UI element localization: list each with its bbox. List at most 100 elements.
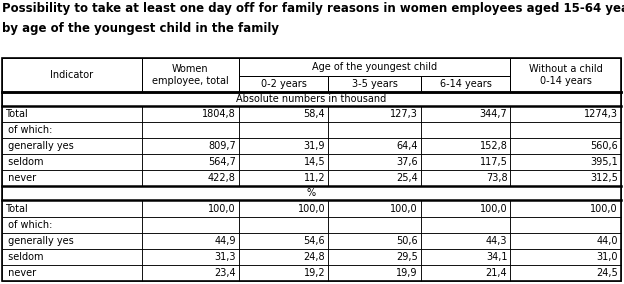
Bar	[328, 138, 421, 154]
Text: 312,5: 312,5	[590, 174, 618, 183]
Bar	[328, 249, 421, 265]
Bar	[421, 76, 510, 92]
Bar	[510, 170, 621, 187]
Text: 1274,3: 1274,3	[584, 109, 618, 119]
Bar	[510, 233, 621, 249]
Text: 395,1: 395,1	[590, 157, 618, 167]
Bar	[2, 201, 142, 217]
Text: 100,0: 100,0	[298, 204, 325, 214]
Text: 64,4: 64,4	[396, 141, 417, 151]
Bar	[238, 76, 328, 92]
Text: 100,0: 100,0	[208, 204, 236, 214]
Text: 21,4: 21,4	[485, 268, 507, 278]
Bar	[510, 249, 621, 265]
Bar	[238, 265, 328, 281]
Bar	[142, 265, 238, 281]
Text: 58,4: 58,4	[304, 109, 325, 119]
Text: 14,5: 14,5	[304, 157, 325, 167]
Text: 100,0: 100,0	[390, 204, 417, 214]
Bar	[238, 122, 328, 138]
Bar	[2, 233, 142, 249]
Bar	[238, 217, 328, 233]
Bar	[510, 122, 621, 138]
Text: seldom: seldom	[5, 157, 44, 167]
Text: seldom: seldom	[5, 252, 44, 262]
Bar	[510, 154, 621, 170]
Bar	[510, 138, 621, 154]
Text: Total: Total	[5, 109, 27, 119]
Bar	[2, 187, 621, 201]
Text: Age of the youngest child: Age of the youngest child	[312, 62, 437, 72]
Text: 34,1: 34,1	[486, 252, 507, 262]
Text: Possibility to take at least one day off for family reasons in women employees a: Possibility to take at least one day off…	[2, 2, 624, 15]
Text: 100,0: 100,0	[480, 204, 507, 214]
Bar	[238, 154, 328, 170]
Text: 44,9: 44,9	[214, 236, 236, 246]
Bar	[510, 201, 621, 217]
Bar	[2, 265, 142, 281]
Bar	[2, 58, 621, 281]
Text: 6-14 years: 6-14 years	[440, 79, 492, 89]
Bar	[238, 233, 328, 249]
Text: 25,4: 25,4	[396, 174, 417, 183]
Bar	[328, 217, 421, 233]
Bar	[2, 58, 142, 92]
Bar	[2, 170, 142, 187]
Text: 44,0: 44,0	[597, 236, 618, 246]
Text: Absolute numbers in thousand: Absolute numbers in thousand	[236, 94, 387, 104]
Bar	[142, 122, 238, 138]
Text: Total: Total	[5, 204, 27, 214]
Text: 31,3: 31,3	[214, 252, 236, 262]
Text: 560,6: 560,6	[590, 141, 618, 151]
Bar	[142, 201, 238, 217]
Text: 31,0: 31,0	[597, 252, 618, 262]
Text: Indicator: Indicator	[51, 70, 94, 80]
Text: by age of the youngest child in the family: by age of the youngest child in the fami…	[2, 22, 279, 35]
Bar	[421, 154, 510, 170]
Text: never: never	[5, 174, 36, 183]
Text: 422,8: 422,8	[208, 174, 236, 183]
Bar	[142, 249, 238, 265]
Bar	[421, 170, 510, 187]
Text: 37,6: 37,6	[396, 157, 417, 167]
Bar	[328, 265, 421, 281]
Text: 117,5: 117,5	[479, 157, 507, 167]
Text: 564,7: 564,7	[208, 157, 236, 167]
Bar	[328, 154, 421, 170]
Bar	[421, 233, 510, 249]
Bar	[238, 249, 328, 265]
Bar	[2, 122, 142, 138]
Text: 127,3: 127,3	[390, 109, 417, 119]
Bar	[2, 249, 142, 265]
Text: of which:: of which:	[5, 220, 52, 230]
Text: 24,5: 24,5	[597, 268, 618, 278]
Bar	[2, 138, 142, 154]
Text: 19,2: 19,2	[304, 268, 325, 278]
Text: 1804,8: 1804,8	[202, 109, 236, 119]
Bar	[421, 201, 510, 217]
Text: Women
employee, total: Women employee, total	[152, 64, 229, 86]
Bar	[328, 233, 421, 249]
Bar	[2, 106, 142, 122]
Bar	[238, 170, 328, 187]
Text: 54,6: 54,6	[304, 236, 325, 246]
Text: 3-5 years: 3-5 years	[351, 79, 397, 89]
Bar	[2, 154, 142, 170]
Text: 23,4: 23,4	[214, 268, 236, 278]
Text: 0-2 years: 0-2 years	[261, 79, 306, 89]
Text: 11,2: 11,2	[304, 174, 325, 183]
Text: generally yes: generally yes	[5, 236, 74, 246]
Bar	[142, 58, 238, 92]
Bar	[510, 265, 621, 281]
Text: Without a child
0-14 years: Without a child 0-14 years	[529, 64, 603, 86]
Bar	[238, 58, 510, 76]
Bar	[142, 233, 238, 249]
Bar	[142, 170, 238, 187]
Bar	[142, 138, 238, 154]
Bar	[510, 217, 621, 233]
Bar	[421, 265, 510, 281]
Text: of which:: of which:	[5, 125, 52, 135]
Text: 24,8: 24,8	[304, 252, 325, 262]
Bar	[510, 58, 621, 92]
Bar	[238, 138, 328, 154]
